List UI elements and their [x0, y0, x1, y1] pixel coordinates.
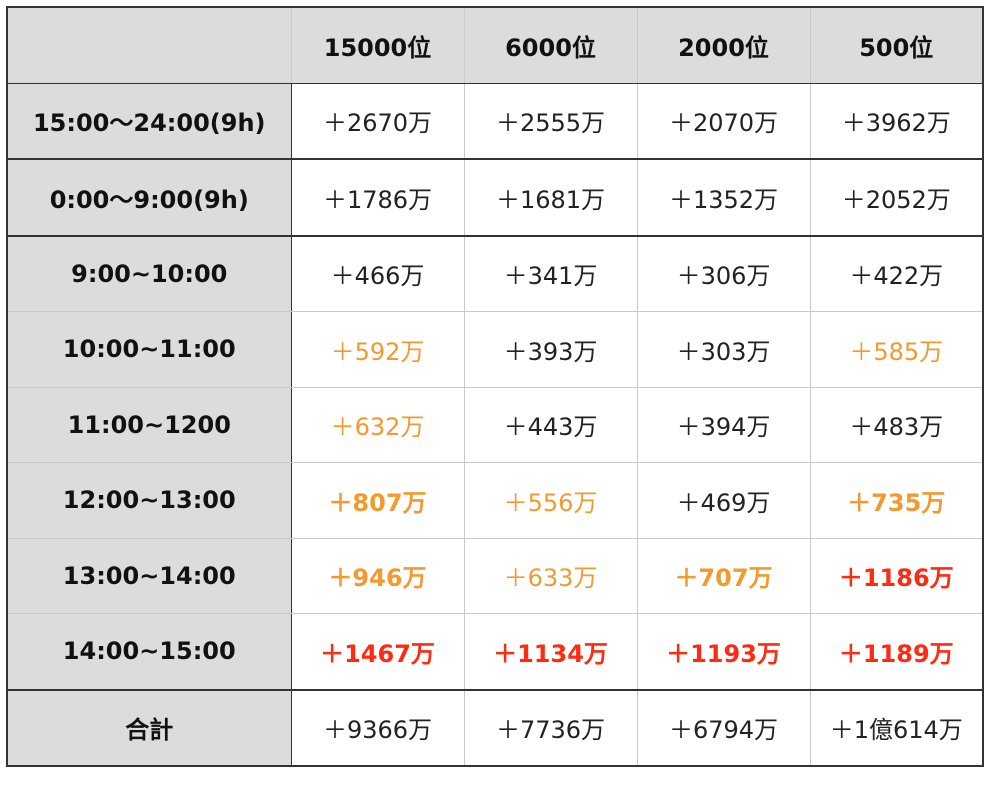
- row-label: 14:00~15:00: [6, 613, 292, 690]
- row-label: 0:00〜9:00(9h): [6, 158, 292, 237]
- value-cell: ＋466万: [290, 235, 465, 312]
- value-cell: ＋1134万: [463, 613, 638, 690]
- column-header-15000: 15000位: [290, 6, 465, 84]
- value-cell: ＋735万: [809, 462, 984, 539]
- total-value-cell: ＋7736万: [463, 688, 638, 767]
- row-label: 10:00~11:00: [6, 311, 292, 388]
- value-cell: ＋303万: [636, 311, 811, 388]
- value-cell: ＋1352万: [636, 158, 811, 237]
- total-value-cell: ＋9366万: [290, 688, 465, 767]
- value-cell: ＋394万: [636, 386, 811, 463]
- table-row: 0:00〜9:00(9h) ＋1786万 ＋1681万 ＋1352万 ＋2052…: [6, 158, 984, 237]
- table-row: 10:00~11:00 ＋592万 ＋393万 ＋303万 ＋585万: [6, 311, 984, 388]
- value-cell: ＋633万: [463, 537, 638, 614]
- value-cell: ＋1186万: [809, 537, 984, 614]
- value-cell: ＋1189万: [809, 613, 984, 690]
- row-label: 12:00~13:00: [6, 462, 292, 539]
- corner-cell: [6, 6, 292, 84]
- row-label: 13:00~14:00: [6, 537, 292, 614]
- total-row: 合計 ＋9366万 ＋7736万 ＋6794万 ＋1億614万: [6, 688, 984, 767]
- row-label: 9:00~10:00: [6, 235, 292, 312]
- value-cell: ＋393万: [463, 311, 638, 388]
- total-value-cell: ＋6794万: [636, 688, 811, 767]
- header-row: 15000位 6000位 2000位 500位: [6, 6, 984, 84]
- value-cell: ＋556万: [463, 462, 638, 539]
- value-cell: ＋443万: [463, 386, 638, 463]
- column-header-6000: 6000位: [463, 6, 638, 84]
- table-row: 14:00~15:00 ＋1467万 ＋1134万 ＋1193万 ＋1189万: [6, 613, 984, 690]
- ranking-gain-table: 15000位 6000位 2000位 500位 15:00〜24:00(9h) …: [6, 6, 984, 767]
- table-row: 13:00~14:00 ＋946万 ＋633万 ＋707万 ＋1186万: [6, 537, 984, 614]
- total-value-cell: ＋1億614万: [809, 688, 984, 767]
- table-row: 15:00〜24:00(9h) ＋2670万 ＋2555万 ＋2070万 ＋39…: [6, 82, 984, 160]
- value-cell: ＋807万: [290, 462, 465, 539]
- value-cell: ＋592万: [290, 311, 465, 388]
- row-label: 15:00〜24:00(9h): [6, 82, 292, 160]
- table-container: 15000位 6000位 2000位 500位 15:00〜24:00(9h) …: [6, 6, 984, 767]
- table-row: 12:00~13:00 ＋807万 ＋556万 ＋469万 ＋735万: [6, 462, 984, 539]
- value-cell: ＋483万: [809, 386, 984, 463]
- value-cell: ＋1193万: [636, 613, 811, 690]
- value-cell: ＋707万: [636, 537, 811, 614]
- value-cell: ＋585万: [809, 311, 984, 388]
- value-cell: ＋1467万: [290, 613, 465, 690]
- table-row: 9:00~10:00 ＋466万 ＋341万 ＋306万 ＋422万: [6, 235, 984, 312]
- value-cell: ＋3962万: [809, 82, 984, 160]
- value-cell: ＋2555万: [463, 82, 638, 160]
- value-cell: ＋946万: [290, 537, 465, 614]
- value-cell: ＋422万: [809, 235, 984, 312]
- value-cell: ＋2052万: [809, 158, 984, 237]
- value-cell: ＋632万: [290, 386, 465, 463]
- value-cell: ＋1681万: [463, 158, 638, 237]
- value-cell: ＋1786万: [290, 158, 465, 237]
- row-label: 11:00~1200: [6, 386, 292, 463]
- column-header-2000: 2000位: [636, 6, 811, 84]
- total-label: 合計: [6, 688, 292, 767]
- value-cell: ＋469万: [636, 462, 811, 539]
- column-header-500: 500位: [809, 6, 984, 84]
- value-cell: ＋306万: [636, 235, 811, 312]
- value-cell: ＋341万: [463, 235, 638, 312]
- value-cell: ＋2070万: [636, 82, 811, 160]
- value-cell: ＋2670万: [290, 82, 465, 160]
- table-row: 11:00~1200 ＋632万 ＋443万 ＋394万 ＋483万: [6, 386, 984, 463]
